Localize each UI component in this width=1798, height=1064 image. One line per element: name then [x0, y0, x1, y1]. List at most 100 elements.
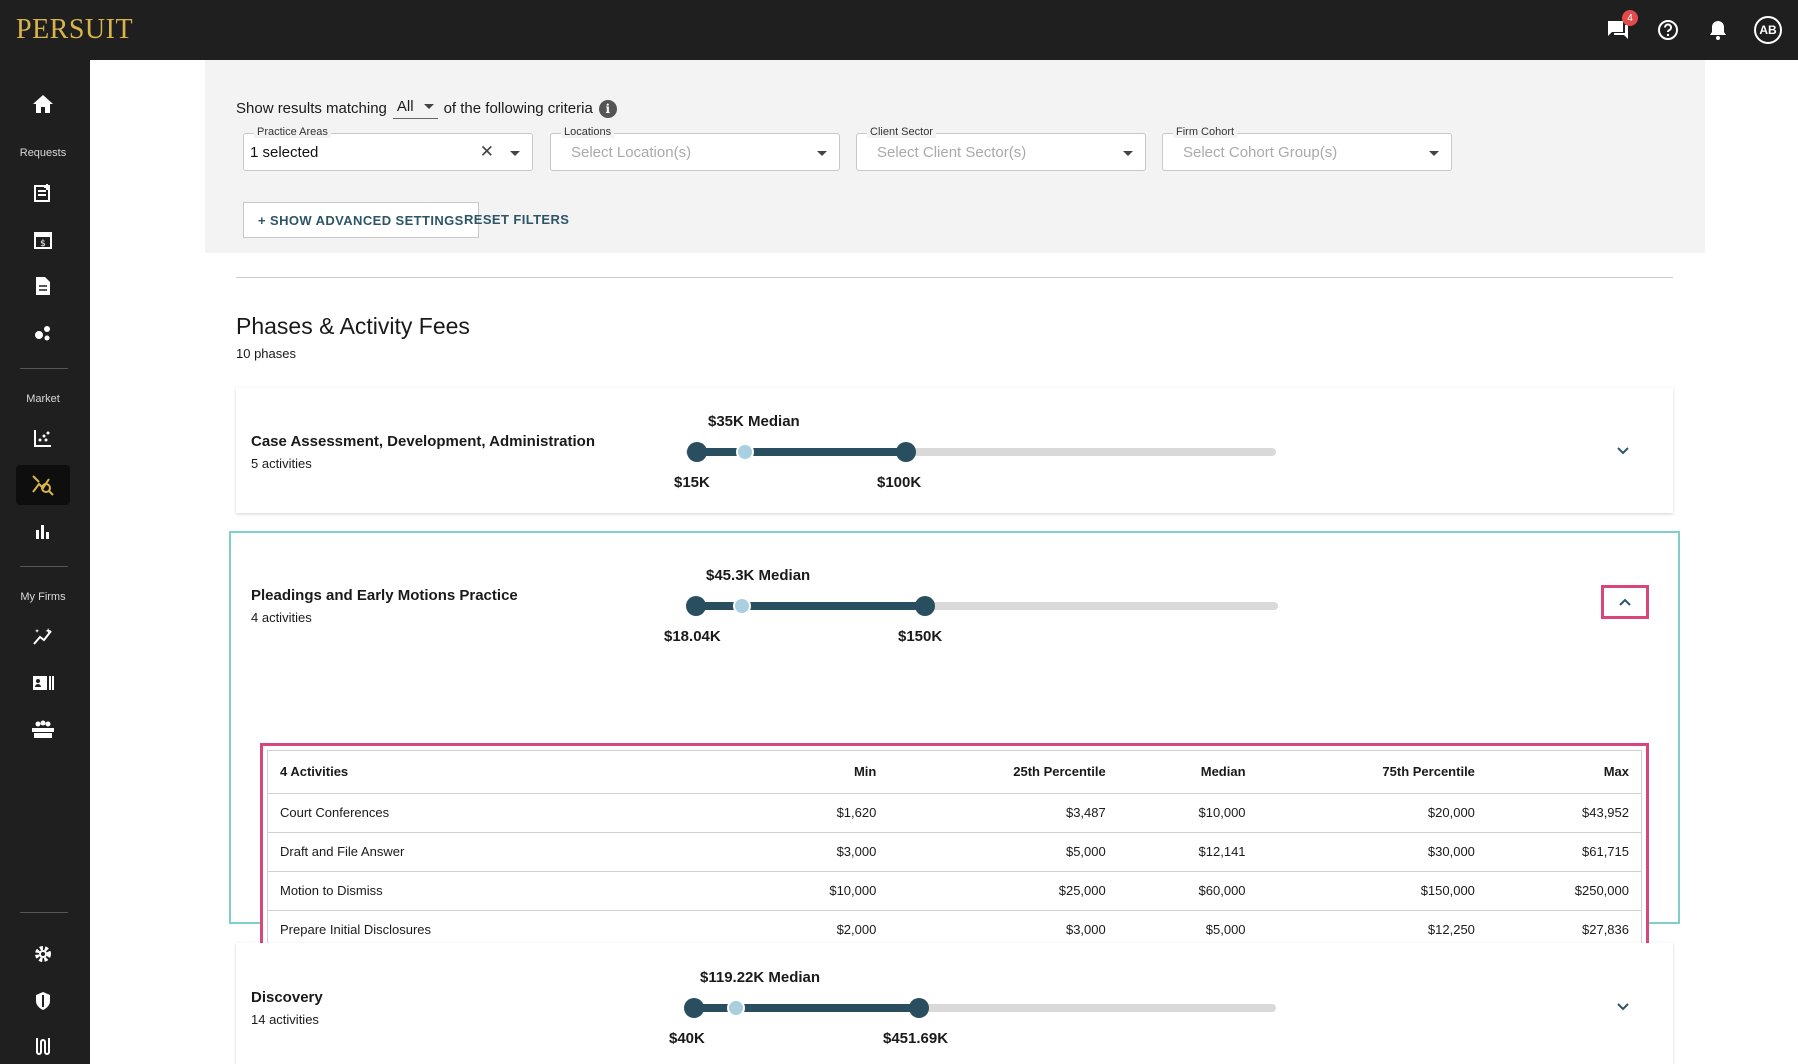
criteria-match-value: All — [396, 98, 414, 115]
cell-max: $250,000 — [1486, 871, 1641, 911]
activity-name: Prepare Initial Disclosures — [280, 922, 432, 938]
chevron-down-icon[interactable] — [817, 151, 827, 156]
range-track — [686, 1004, 1276, 1012]
reset-filters-button[interactable]: RESET FILTERS — [464, 212, 570, 227]
column-header-activity: 4 Activities — [268, 751, 749, 794]
market-insights-icon[interactable] — [16, 465, 70, 505]
column-header-max: Max — [1486, 751, 1641, 794]
collapse-button[interactable] — [1601, 585, 1649, 619]
sidebar-section-requests: Requests — [19, 147, 67, 159]
table-row: Motion to Dismiss $10,000 $25,000 $60,00… — [268, 871, 1641, 911]
phase-card[interactable]: Case Assessment, Development, Administra… — [236, 388, 1673, 513]
cell-max: $43,952 — [1486, 793, 1641, 833]
locations-select[interactable]: Locations Select Location(s) — [550, 126, 840, 171]
sidebar-divider — [20, 566, 68, 567]
cell-median: $12,141 — [1117, 832, 1258, 872]
cell-median: $5,000 — [1205, 922, 1246, 938]
range-max-knob — [909, 998, 929, 1018]
cell-median: $60,000 — [1117, 871, 1258, 911]
shield-icon[interactable] — [27, 985, 59, 1017]
range-max-knob — [896, 442, 916, 462]
range-median-knob — [733, 597, 751, 615]
criteria-prefix: Show results matching — [236, 100, 387, 117]
chevron-up-icon — [1619, 598, 1631, 606]
chevron-down-icon[interactable] — [1616, 1000, 1630, 1014]
cell-median: $10,000 — [1117, 793, 1258, 833]
activity-name: Court Conferences — [268, 793, 749, 833]
column-header-25th: 25th Percentile — [888, 751, 1118, 794]
firm-team-icon[interactable] — [27, 714, 59, 746]
bell-icon[interactable] — [1704, 16, 1732, 44]
network-icon[interactable] — [27, 317, 59, 349]
sidebar-divider — [20, 912, 68, 913]
min-value-label: $40K — [669, 1030, 705, 1047]
help-icon[interactable] — [1654, 16, 1682, 44]
sidebar-section-market: Market — [26, 393, 60, 405]
cell-75th: $150,000 — [1257, 871, 1487, 911]
client-sector-select[interactable]: Client Sector Select Client Sector(s) — [856, 126, 1146, 171]
home-icon[interactable] — [27, 88, 59, 120]
gear-icon[interactable] — [27, 938, 59, 970]
table-row: Draft and File Answer $3,000 $5,000 $12,… — [268, 832, 1641, 872]
phase-name: Discovery — [251, 989, 323, 1006]
table-header-row: 4 Activities Min 25th Percentile Median … — [268, 751, 1641, 794]
new-request-icon[interactable] — [27, 177, 59, 209]
cell-75th: $30,000 — [1257, 832, 1487, 872]
budget-calendar-icon[interactable]: $ — [27, 224, 59, 256]
median-label: $119.22K Median — [700, 969, 821, 986]
column-header-median: Median — [1117, 751, 1258, 794]
range-track — [686, 448, 1276, 456]
phase-activity-count: 14 activities — [251, 1012, 319, 1027]
info-icon[interactable]: i — [598, 99, 617, 118]
firm-performance-icon[interactable] — [27, 620, 59, 652]
firm-cohort-label: Firm Cohort — [1173, 126, 1238, 138]
activity-name: Motion to Dismiss — [268, 871, 749, 911]
range-max-knob — [915, 596, 935, 616]
chevron-down-icon[interactable] — [1123, 151, 1133, 156]
median-label: $45.3K Median — [706, 567, 811, 584]
cell-25th: $3,487 — [888, 793, 1118, 833]
phase-card[interactable]: Discovery 14 activities $119.22K Median … — [236, 943, 1673, 1064]
practice-areas-select[interactable]: Practice Areas 1 selected ✕ — [243, 126, 533, 171]
range-min-knob — [687, 442, 707, 462]
activities-table-inner: 4 Activities Min 25th Percentile Median … — [267, 750, 1642, 947]
chevron-down-icon[interactable] — [1616, 444, 1630, 458]
firm-directory-icon[interactable] — [27, 667, 59, 699]
filter-panel: Show results matching All of the followi… — [205, 60, 1705, 253]
range-median-knob — [727, 999, 745, 1017]
user-avatar[interactable]: AB — [1754, 16, 1782, 44]
table-row: Court Conferences $1,620 $3,487 $10,000 … — [268, 793, 1641, 833]
cell-25th: $3,000 — [1065, 922, 1106, 938]
show-advanced-settings-button[interactable]: + SHOW ADVANCED SETTINGS — [243, 202, 479, 238]
scatter-chart-icon[interactable] — [27, 422, 59, 454]
main-content: Show results matching All of the followi… — [90, 60, 1798, 1064]
workflow-icon[interactable] — [27, 1030, 59, 1062]
chevron-down-icon[interactable] — [1429, 151, 1439, 156]
column-header-75th: 75th Percentile — [1257, 751, 1487, 794]
locations-placeholder: Select Location(s) — [571, 144, 692, 161]
max-value-label: $451.69K — [883, 1030, 949, 1047]
cell-75th: $12,250 — [1427, 922, 1475, 938]
min-value-label: $15K — [674, 474, 710, 491]
activities-grid: 4 Activities Min 25th Percentile Median … — [268, 751, 1641, 949]
max-value-label: $150K — [898, 628, 943, 645]
range-median-knob — [736, 443, 754, 461]
chevron-down-icon[interactable] — [510, 151, 520, 156]
clear-icon[interactable]: ✕ — [479, 142, 494, 161]
activities-table: 4 Activities Min 25th Percentile Median … — [260, 743, 1649, 954]
cell-min: $10,000 — [748, 871, 889, 911]
document-icon[interactable] — [27, 270, 59, 302]
locations-label: Locations — [561, 126, 615, 138]
criteria-match-select[interactable]: All — [392, 98, 438, 119]
median-label: $35K Median — [708, 413, 800, 430]
firm-cohort-select[interactable]: Firm Cohort Select Cohort Group(s) — [1162, 126, 1452, 171]
chat-icon[interactable]: 4 — [1604, 10, 1638, 44]
practice-areas-value: 1 selected — [250, 144, 319, 161]
persuit-logo[interactable]: PERSUIT — [16, 14, 134, 45]
section-subtitle: 10 phases — [236, 346, 296, 361]
phase-activity-count: 5 activities — [251, 456, 312, 471]
bar-chart-icon[interactable] — [27, 515, 59, 547]
range-fill — [694, 1004, 921, 1012]
column-header-min: Min — [748, 751, 889, 794]
range-min-knob — [686, 596, 706, 616]
